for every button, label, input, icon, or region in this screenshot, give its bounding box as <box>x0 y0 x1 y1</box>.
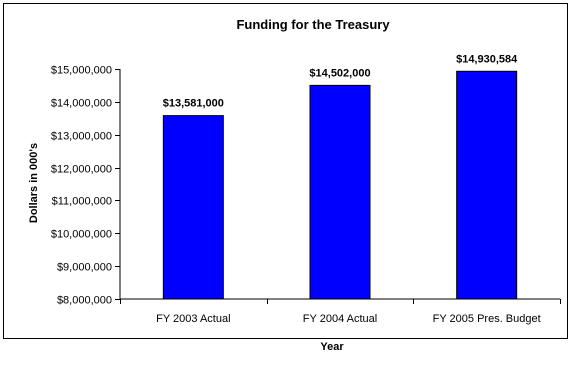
y-tick-label: $14,000,000 <box>51 98 112 110</box>
y-tick-label: $13,000,000 <box>51 131 112 143</box>
x-tick-label: FY 2003 Actual <box>156 313 230 325</box>
bar <box>162 115 224 300</box>
bar <box>309 84 371 300</box>
y-tick-label: $12,000,000 <box>51 164 112 176</box>
x-tick-label: FY 2004 Actual <box>303 313 377 325</box>
y-tick-label: $9,000,000 <box>57 262 112 274</box>
x-tick-label: FY 2005 Pres. Budget <box>433 313 541 325</box>
x-axis-label: Year <box>320 341 344 353</box>
y-tick-label: $10,000,000 <box>51 229 112 241</box>
y-tick-label: $15,000,000 <box>51 65 112 77</box>
bar-data-label: $14,930,584 <box>456 53 518 65</box>
plot-area: $8,000,000 $9,000,000 $10,000,000 $11,000,0… <box>51 53 561 325</box>
bar <box>456 70 518 300</box>
chart-title: Funding for the Treasury <box>236 17 390 32</box>
y-axis-label: Dollars in 000's <box>28 143 40 223</box>
bar-data-label: $13,581,000 <box>163 98 224 110</box>
y-tick-label: $11,000,000 <box>52 196 112 208</box>
y-tick-label: $8,000,000 <box>57 295 112 307</box>
bar-data-label: $14,502,000 <box>309 67 370 79</box>
